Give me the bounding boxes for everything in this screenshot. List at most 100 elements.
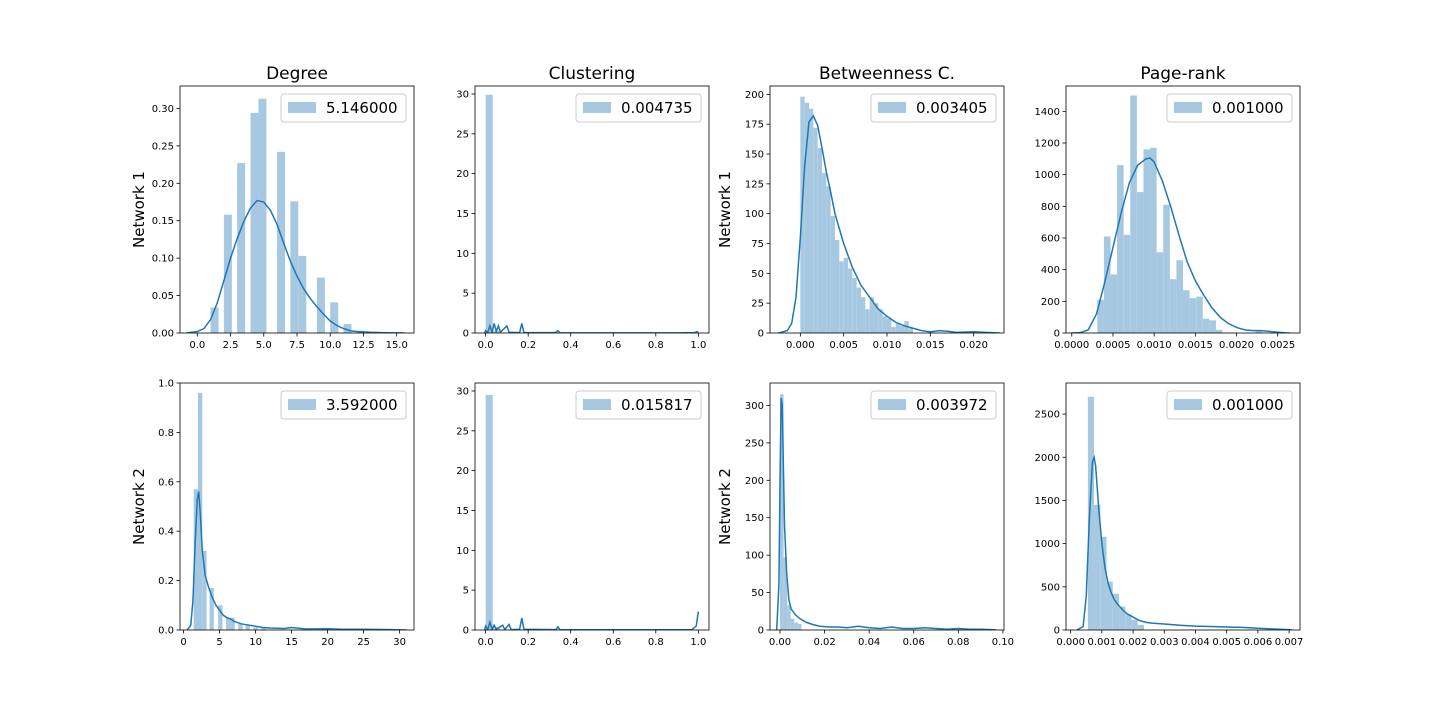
histogram-bar: [1176, 260, 1183, 333]
y-tick-label: 150: [745, 150, 764, 161]
legend-swatch: [1174, 102, 1202, 113]
x-tick-label: 0.0: [189, 340, 205, 351]
column-title: Page-rank: [1140, 64, 1225, 84]
kde-line: [186, 491, 407, 630]
y-tick-label: 25: [751, 299, 764, 310]
histogram-bar: [790, 618, 795, 630]
x-tick-label: 0.2: [520, 637, 536, 648]
legend-label: 5.146000: [326, 99, 398, 117]
y-tick-label: 0.25: [152, 141, 174, 152]
histogram-bar: [887, 318, 892, 333]
histogram-bar: [882, 316, 887, 333]
histogram-bar: [1189, 298, 1197, 333]
legend-box: [1166, 93, 1293, 123]
x-tick-label: 0.0000: [1054, 340, 1089, 351]
y-tick-label: 2000: [1035, 453, 1060, 464]
y-tick-label: 75: [751, 239, 764, 250]
legend-box: [870, 93, 997, 123]
y-tick-label: 50: [751, 588, 764, 599]
axes-frame: [769, 382, 1005, 631]
histogram-bar: [1097, 299, 1104, 333]
histogram-bar: [1112, 593, 1120, 630]
x-tick-label: 7.5: [289, 340, 305, 351]
axes-frame: [1065, 382, 1301, 631]
histogram-bar: [780, 394, 784, 630]
histogram-bar: [787, 605, 791, 630]
x-tick-label: 25: [357, 637, 370, 648]
x-tick-label: 15: [285, 637, 298, 648]
y-tick-label: 0: [463, 626, 469, 637]
histogram-bar: [1103, 236, 1111, 333]
subplot-2-2: 0.0 0.2 0.4 0.6 0.8 1.0 0 5 10 15 20 25 30 0.015817: [456, 382, 710, 648]
y-tick-label: 25: [456, 426, 469, 437]
legend-box: [575, 390, 702, 420]
y-tick-label: 1500: [1035, 496, 1060, 507]
subplot-1-3: 0.000 0.005 0.010 0.015 0.020 0 25 50 75 100 125 15…: [716, 64, 1005, 351]
x-tick-label: 0.0: [478, 340, 494, 351]
y-tick-label: 5: [463, 586, 469, 597]
y-tick-label: 10: [456, 249, 469, 260]
x-tick-label: 2.5: [223, 340, 239, 351]
y-tick-label: 125: [745, 179, 764, 190]
histogram-bar: [839, 261, 844, 333]
histogram-bar: [253, 627, 258, 630]
subplot-2-3: 0.00 0.02 0.04 0.06 0.08 0.10 0 50 100 150 200 250 3…: [716, 382, 1014, 648]
x-tick-label: 0.0010: [1137, 340, 1172, 351]
legend-box: [870, 390, 997, 420]
histogram-bar: [908, 328, 913, 333]
x-tick-label: 0.6: [605, 340, 621, 351]
legend-swatch: [1174, 399, 1202, 410]
kde-line: [186, 199, 405, 333]
histogram-bar: [1209, 320, 1216, 333]
histogram-bar: [874, 303, 879, 333]
histogram-bar: [1117, 165, 1124, 333]
x-tick-label: 0.002: [1119, 637, 1148, 648]
y-tick-label: 1400: [1035, 107, 1060, 118]
histogram-bar: [218, 605, 223, 630]
kde-line: [1076, 454, 1293, 630]
histogram-bar: [193, 489, 198, 630]
column-title: Clustering: [549, 64, 636, 84]
legend-swatch: [288, 102, 316, 113]
legend-swatch: [583, 399, 611, 410]
y-tick-label: 50: [751, 269, 764, 280]
y-tick-label: 0.30: [152, 104, 174, 115]
x-tick-label: 0.000: [1056, 637, 1085, 648]
subplot-grid: 0.0 2.5 5.0 7.5 10.0 12.5 15.00.000.050.100.15…: [130, 64, 1303, 648]
histogram-bar: [1130, 95, 1137, 333]
histogram-bar: [865, 309, 870, 333]
histogram-bar: [210, 307, 219, 333]
x-tick-label: 0.00: [769, 637, 791, 648]
y-tick-label: 1200: [1035, 139, 1060, 150]
y-tick-label: 0.00: [152, 329, 174, 340]
histogram-bar: [245, 625, 250, 630]
x-tick-label: 0.4: [563, 340, 579, 351]
x-tick-label: 0.10: [992, 637, 1014, 648]
histogram-bar: [797, 624, 802, 630]
legend-swatch: [878, 399, 906, 410]
x-tick-label: 1.0: [690, 637, 706, 648]
histogram-bar: [1125, 614, 1132, 630]
histogram-bar: [817, 148, 822, 333]
x-tick-label: 12.5: [352, 340, 374, 351]
histogram-bar: [891, 327, 896, 333]
legend-label: 3.592000: [326, 396, 398, 414]
axes-frame: [474, 85, 710, 334]
histogram-bar: [1196, 296, 1203, 333]
legend-label: 0.001000: [1212, 99, 1284, 117]
histogram-bar: [835, 239, 840, 333]
histogram-bar: [826, 186, 831, 333]
histogram-bar: [1150, 147, 1157, 333]
histogram-bar: [856, 287, 861, 333]
y-tick-label: 500: [1041, 582, 1060, 593]
histogram-bar: [343, 324, 352, 333]
x-tick-label: 0.08: [947, 637, 969, 648]
y-tick-label: 20: [456, 466, 469, 477]
histogram-bar: [290, 201, 299, 333]
y-tick-label: 10: [456, 546, 469, 557]
column-title: Betweenness C.: [819, 64, 955, 84]
legend-swatch: [288, 399, 316, 410]
x-tick-label: 0.004: [1181, 637, 1210, 648]
histogram-bar: [250, 112, 259, 333]
